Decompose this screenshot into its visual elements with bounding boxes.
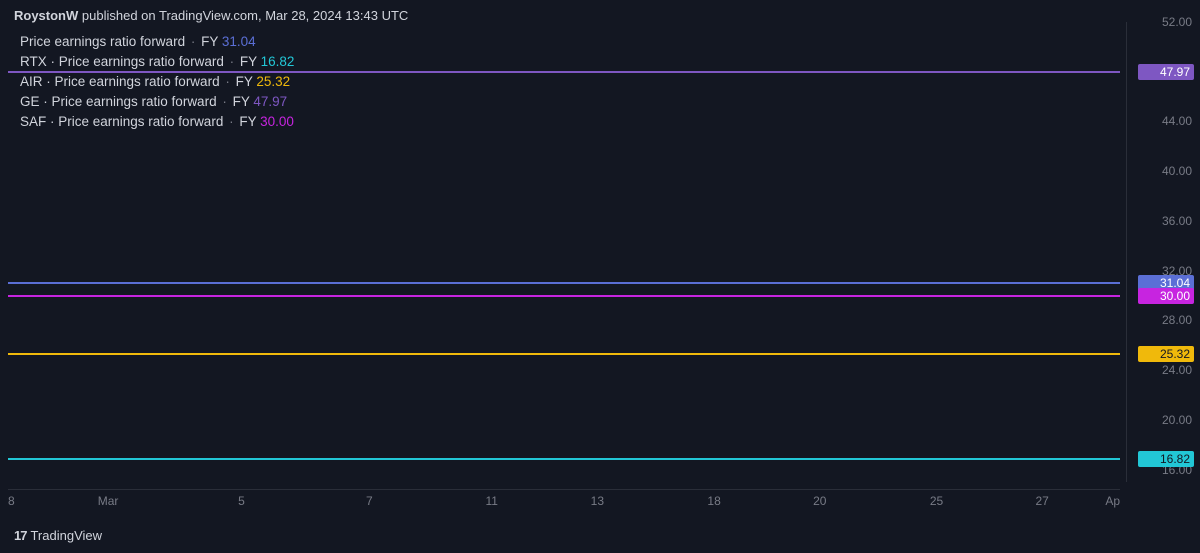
series-line xyxy=(8,458,1120,460)
price-tag: 47.97 xyxy=(1138,64,1194,80)
x-tick: 25 xyxy=(930,494,943,508)
legend-item[interactable]: GE · Price earnings ratio forward · FY 4… xyxy=(20,92,294,112)
series-line xyxy=(8,353,1120,355)
price-tag: 16.82 xyxy=(1138,451,1194,467)
x-tick: 5 xyxy=(238,494,245,508)
x-tick: Ap xyxy=(1105,494,1120,508)
x-tick: 27 xyxy=(1035,494,1048,508)
y-tick: 20.00 xyxy=(1162,413,1192,427)
x-axis: 8 Mar 5 7 11 13 18 20 25 27 Ap xyxy=(8,489,1120,513)
header-rest: published on TradingView.com, Mar 28, 20… xyxy=(78,8,408,23)
x-tick: 13 xyxy=(591,494,604,508)
header-attribution: RoystonW published on TradingView.com, M… xyxy=(14,8,408,23)
legend-item[interactable]: SAF · Price earnings ratio forward · FY … xyxy=(20,112,294,132)
footer-brand: 17 TradingView xyxy=(14,528,102,543)
legend-item[interactable]: RTX · Price earnings ratio forward · FY … xyxy=(20,52,294,72)
x-tick: 8 xyxy=(8,494,15,508)
y-axis: 52.0044.0040.0036.0032.0028.0024.0020.00… xyxy=(1126,22,1200,482)
series-line xyxy=(8,282,1120,284)
chart-legend: Price earnings ratio forward · FY 31.04R… xyxy=(20,32,294,132)
y-tick: 40.00 xyxy=(1162,164,1192,178)
y-tick: 28.00 xyxy=(1162,313,1192,327)
legend-item[interactable]: AIR · Price earnings ratio forward · FY … xyxy=(20,72,294,92)
brand-text: TradingView xyxy=(30,528,102,543)
x-tick: Mar xyxy=(98,494,119,508)
x-tick: 18 xyxy=(707,494,720,508)
price-tag: 30.00 xyxy=(1138,288,1194,304)
price-tag: 25.32 xyxy=(1138,346,1194,362)
author-name: RoystonW xyxy=(14,8,78,23)
x-tick: 11 xyxy=(485,494,497,508)
x-tick: 7 xyxy=(366,494,373,508)
series-line xyxy=(8,295,1120,297)
tradingview-logo-icon: 17 xyxy=(14,528,26,543)
y-tick: 52.00 xyxy=(1162,15,1192,29)
legend-item[interactable]: Price earnings ratio forward · FY 31.04 xyxy=(20,32,294,52)
y-tick: 36.00 xyxy=(1162,214,1192,228)
y-tick: 44.00 xyxy=(1162,114,1192,128)
y-tick: 24.00 xyxy=(1162,363,1192,377)
x-tick: 20 xyxy=(813,494,826,508)
